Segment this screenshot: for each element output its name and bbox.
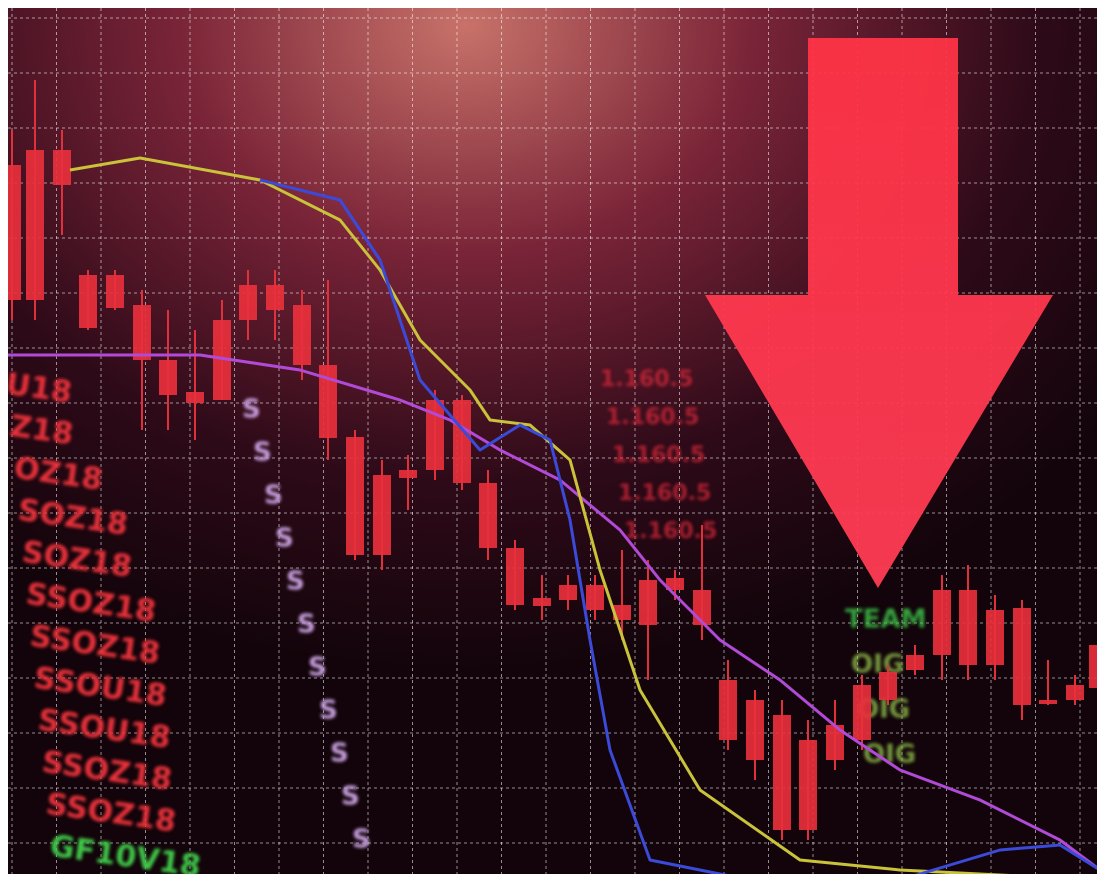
candle-body <box>959 590 977 665</box>
candle-body <box>879 672 897 700</box>
candle-body <box>799 740 817 830</box>
candle-body <box>906 655 924 670</box>
ticker-label: TEAM <box>845 605 927 635</box>
candle-body <box>479 483 497 548</box>
candle-body <box>453 400 471 483</box>
candle-body <box>26 150 44 300</box>
s-label: S <box>275 524 294 554</box>
candle-body <box>719 680 737 740</box>
s-label: S <box>352 825 371 855</box>
candle-body <box>639 580 657 625</box>
candle-body <box>79 275 97 328</box>
candle-body <box>133 305 151 360</box>
candle-body <box>1089 645 1105 688</box>
candle-body <box>186 392 204 403</box>
s-label: S <box>286 567 305 597</box>
candle-body <box>239 285 257 320</box>
candle-body <box>266 285 284 310</box>
candle-body <box>1066 685 1084 700</box>
candle-body <box>746 700 764 760</box>
candle-body <box>853 685 871 740</box>
s-label: S <box>341 782 360 812</box>
photo-area: U18Z18OZ18SOZ18SOZ18SSOZ18SSOZ18SSOU18SS… <box>3 8 1105 882</box>
s-label: S <box>330 739 349 769</box>
page: U18Z18OZ18SOZ18SOZ18SSOZ18SSOZ18SSOU18SS… <box>0 0 1105 882</box>
candle-body <box>533 598 551 606</box>
candle-body <box>1039 700 1057 704</box>
ticker-label: OIG <box>863 740 916 770</box>
s-label: S <box>297 610 316 640</box>
candle-body <box>1013 608 1031 705</box>
stock-photo: U18Z18OZ18SOZ18SOZ18SSOZ18SSOZ18SSOU18SS… <box>0 0 1105 882</box>
s-label: S <box>253 438 272 468</box>
candle-body <box>506 548 524 605</box>
candle-body <box>933 590 951 655</box>
candle-body <box>293 305 311 365</box>
candle-body <box>559 585 577 600</box>
candle-body <box>346 437 364 555</box>
s-label: S <box>319 696 338 726</box>
candle-body <box>53 150 71 185</box>
candle-body <box>159 360 177 395</box>
candle-body <box>106 275 124 308</box>
price-label: 1.160.5 <box>612 443 705 468</box>
candle-body <box>373 475 391 555</box>
price-label: 1.160.5 <box>618 481 711 506</box>
s-label: S <box>264 481 283 511</box>
s-label: S <box>308 653 327 683</box>
price-label: 1.160.5 <box>600 367 693 392</box>
s-label: S <box>242 395 261 425</box>
candle-body <box>399 470 417 478</box>
candle-body <box>586 585 604 610</box>
candle-body <box>773 715 791 830</box>
candle-body <box>693 590 711 625</box>
candle-body <box>986 610 1004 665</box>
candle-body <box>3 165 21 300</box>
price-label: 1.160.5 <box>624 519 717 544</box>
price-label: 1.160.5 <box>606 405 699 430</box>
